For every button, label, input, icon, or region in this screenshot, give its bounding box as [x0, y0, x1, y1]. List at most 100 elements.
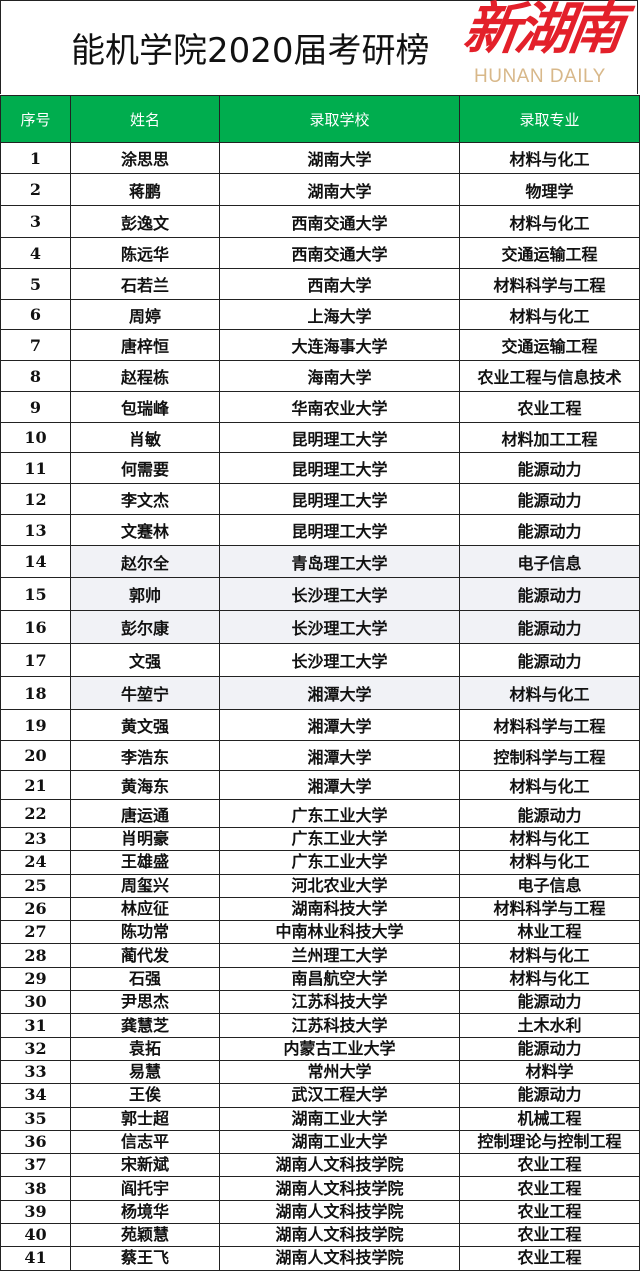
cell-school: 湖南大学: [219, 142, 460, 174]
cell-school: 湖南人文科技学院: [219, 1223, 460, 1248]
cell-no: 13: [0, 514, 71, 546]
table-row: 7 唐梓恒 大连海事大学 交通运输工程: [0, 329, 640, 361]
cell-major: 能源动力: [459, 577, 640, 611]
cell-school: 武汉工程大学: [219, 1083, 460, 1108]
cell-major: 材料与化工: [459, 943, 640, 968]
cell-major: 材料学: [459, 1059, 640, 1085]
cell-name: 牛堃宁: [70, 676, 220, 710]
cell-major: 能源动力: [459, 1083, 640, 1108]
cell-major: 材料与化工: [459, 142, 640, 174]
cell-major: 农业工程: [459, 391, 640, 423]
cell-name: 赵尔全: [70, 545, 220, 578]
cell-no: 34: [0, 1083, 71, 1108]
cell-major: 交通运输工程: [459, 237, 640, 269]
cell-no: 31: [0, 1013, 71, 1038]
cell-name: 肖明豪: [70, 826, 220, 852]
cell-major: 农业工程与信息技术: [459, 360, 640, 392]
table-row: 4 陈远华 西南交通大学 交通运输工程: [0, 237, 640, 269]
cell-no: 6: [0, 299, 71, 330]
cell-name: 郭帅: [70, 577, 220, 611]
cell-name: 郭士超: [70, 1106, 220, 1131]
cell-school: 昆明理工大学: [219, 452, 460, 484]
cell-major: 材料与化工: [459, 299, 640, 330]
table-row: 32 袁拓 内蒙古工业大学 能源动力: [0, 1036, 640, 1061]
column-header-school: 录取学校: [219, 95, 460, 143]
cell-school: 江苏科技大学: [219, 1013, 460, 1038]
table-header: 序号 姓名 录取学校 录取专业: [0, 95, 640, 143]
cell-major: 农业工程: [459, 1176, 640, 1201]
cell-name: 石强: [70, 966, 220, 992]
table-row: 2 蒋鹏 湖南大学 物理学: [0, 173, 640, 206]
cell-name: 彭尔康: [70, 610, 220, 644]
table-row: 24 王雄盛 广东工业大学 材料与化工: [0, 850, 640, 875]
cell-no: 11: [0, 452, 71, 484]
cell-school: 青岛理工大学: [219, 545, 460, 578]
cell-no: 39: [0, 1199, 71, 1225]
table-row: 39 杨境华 湖南人文科技学院 农业工程: [0, 1199, 640, 1225]
cell-school: 湖南科技大学: [219, 896, 460, 922]
cell-no: 25: [0, 873, 71, 898]
cell-major: 能源动力: [459, 610, 640, 644]
cell-major: 交通运输工程: [459, 329, 640, 361]
cell-no: 32: [0, 1036, 71, 1061]
table-row: 34 王俟 武汉工程大学 能源动力: [0, 1083, 640, 1108]
cell-name: 李浩东: [70, 740, 220, 771]
cell-school: 湖南工业大学: [219, 1129, 460, 1155]
cell-name: 蔡王飞: [70, 1246, 220, 1271]
cell-name: 阎托宇: [70, 1176, 220, 1201]
cell-major: 材料科学与工程: [459, 896, 640, 922]
table-row: 10 肖敏 昆明理工大学 材料加工工程: [0, 422, 640, 453]
table-row: 25 周玺兴 河北农业大学 电子信息: [0, 873, 640, 898]
cell-no: 37: [0, 1153, 71, 1178]
column-header-no: 序号: [0, 95, 71, 143]
cell-no: 40: [0, 1223, 71, 1248]
table-row: 5 石若兰 西南大学 材料科学与工程: [0, 268, 640, 300]
cell-no: 7: [0, 329, 71, 361]
cell-school: 湘潭大学: [219, 770, 460, 800]
cell-no: 3: [0, 205, 71, 238]
cell-school: 长沙理工大学: [219, 643, 460, 677]
cell-major: 能源动力: [459, 990, 640, 1015]
cell-school: 中南林业科技大学: [219, 920, 460, 945]
cell-no: 9: [0, 391, 71, 423]
cell-major: 材料加工工程: [459, 422, 640, 453]
cell-no: 20: [0, 740, 71, 771]
cell-no: 26: [0, 896, 71, 922]
table-row: 21 黄海东 湘潭大学 材料与化工: [0, 770, 640, 800]
cell-major: 林业工程: [459, 920, 640, 945]
cell-school: 广东工业大学: [219, 850, 460, 875]
table-row: 11 何需要 昆明理工大学 能源动力: [0, 452, 640, 484]
cell-school: 广东工业大学: [219, 826, 460, 852]
table-row: 12 李文杰 昆明理工大学 能源动力: [0, 483, 640, 515]
cell-no: 16: [0, 610, 71, 644]
table-row: 13 文蹇林 昆明理工大学 能源动力: [0, 514, 640, 546]
cell-school: 昆明理工大学: [219, 483, 460, 515]
table-row: 40 苑颖慧 湖南人文科技学院 农业工程: [0, 1223, 640, 1248]
cell-name: 周婷: [70, 299, 220, 330]
cell-name: 蒋鹏: [70, 173, 220, 206]
cell-school: 海南大学: [219, 360, 460, 392]
cell-school: 湘潭大学: [219, 676, 460, 710]
cell-no: 41: [0, 1246, 71, 1271]
cell-name: 袁拓: [70, 1036, 220, 1061]
table-row: 28 蔺代发 兰州理工大学 材料与化工: [0, 943, 640, 968]
cell-major: 材料科学与工程: [459, 709, 640, 741]
cell-major: 物理学: [459, 173, 640, 206]
cell-school: 湖南人文科技学院: [219, 1153, 460, 1178]
cell-major: 农业工程: [459, 1153, 640, 1178]
cell-name: 文蹇林: [70, 514, 220, 546]
cell-major: 材料与化工: [459, 770, 640, 800]
table-row: 15 郭帅 长沙理工大学 能源动力: [0, 577, 640, 611]
table-row: 33 易慧 常州大学 材料学: [0, 1059, 640, 1085]
table-row: 29 石强 南昌航空大学 材料与化工: [0, 966, 640, 992]
cell-major: 材料与化工: [459, 826, 640, 852]
cell-major: 农业工程: [459, 1199, 640, 1225]
column-header-name: 姓名: [70, 95, 220, 143]
table-row: 23 肖明豪 广东工业大学 材料与化工: [0, 826, 640, 852]
cell-name: 王雄盛: [70, 850, 220, 875]
table-row: 38 阎托宇 湖南人文科技学院 农业工程: [0, 1176, 640, 1201]
cell-school: 湖南工业大学: [219, 1106, 460, 1131]
table-row: 14 赵尔全 青岛理工大学 电子信息: [0, 545, 640, 578]
cell-no: 33: [0, 1059, 71, 1085]
table-row: 19 黄文强 湘潭大学 材料科学与工程: [0, 709, 640, 741]
